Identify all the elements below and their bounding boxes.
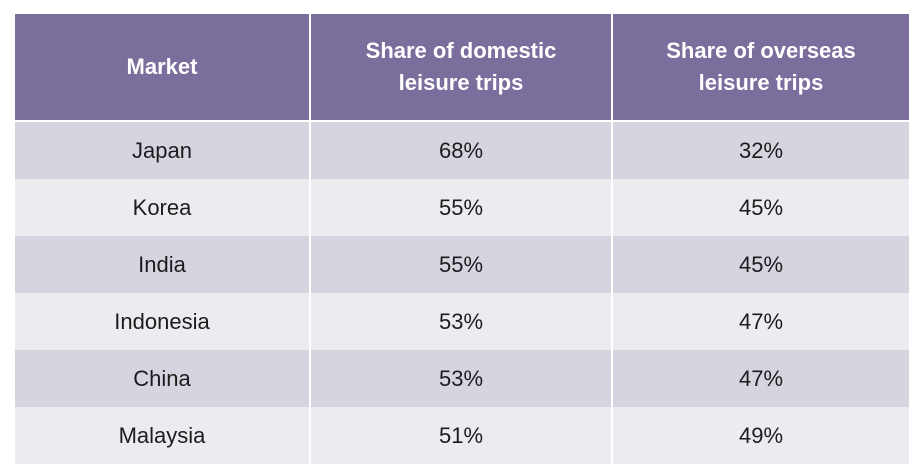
domestic-share-cell: 55%	[309, 236, 611, 293]
table-header-row: Market Share of domestic leisure trips S…	[15, 14, 909, 122]
market-cell: Malaysia	[118, 422, 206, 448]
overseas-share-cell: 47%	[611, 350, 909, 407]
table-row: Indonesia 53% 47%	[15, 293, 909, 350]
market-cell: Indonesia	[114, 308, 210, 334]
header-domestic: Share of domestic leisure trips	[309, 14, 611, 120]
table-row: Korea 55% 45%	[15, 179, 909, 236]
overseas-share-cell: 45%	[611, 236, 909, 293]
overseas-share-cell: 45%	[611, 179, 909, 236]
table-row: Japan 68% 32%	[15, 122, 909, 179]
table-row: India 55% 45%	[15, 236, 909, 293]
table-row: Malaysia 51% 49%	[15, 407, 909, 464]
table-row: China 53% 47%	[15, 350, 909, 407]
domestic-share-cell: 53%	[309, 350, 611, 407]
market-cell: China	[133, 365, 191, 391]
overseas-share-cell: 47%	[611, 293, 909, 350]
market-cell: Korea	[132, 194, 192, 220]
market-cell: Japan	[132, 137, 192, 163]
leisure-trips-table: Market Share of domestic leisure trips S…	[15, 14, 909, 464]
overseas-share-cell: 32%	[611, 122, 909, 179]
domestic-share-cell: 53%	[309, 293, 611, 350]
overseas-share-cell: 49%	[611, 407, 909, 464]
header-market: Market	[126, 54, 198, 79]
domestic-share-cell: 68%	[309, 122, 611, 179]
domestic-share-cell: 51%	[309, 407, 611, 464]
market-cell: India	[138, 251, 186, 277]
domestic-share-cell: 55%	[309, 179, 611, 236]
header-overseas: Share of overseas leisure trips	[611, 14, 909, 120]
